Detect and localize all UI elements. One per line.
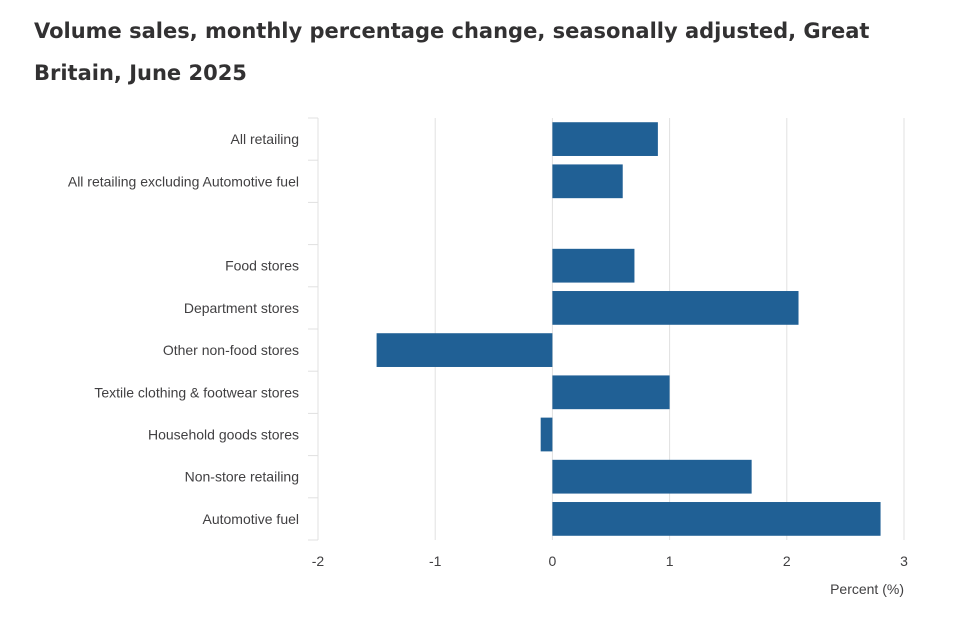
x-tick-label: 3	[900, 553, 908, 569]
category-label: Non-store retailing	[185, 469, 299, 485]
category-label: Other non-food stores	[163, 342, 299, 358]
x-tick-label: 2	[783, 553, 791, 569]
category-label: Textile clothing & footwear stores	[94, 384, 299, 400]
value-axis: -2 -1 0 1 2 3	[312, 553, 908, 569]
category-label: Department stores	[184, 300, 299, 316]
x-tick-label: 1	[666, 553, 674, 569]
category-label: Household goods stores	[148, 427, 299, 443]
x-axis-title: Percent (%)	[830, 581, 904, 597]
x-tick-label: 0	[549, 553, 557, 569]
category-label: Food stores	[225, 258, 299, 274]
bar	[552, 375, 670, 410]
bar	[552, 248, 635, 283]
category-axis: All retailing All retailing excluding Aut…	[68, 117, 319, 541]
bar	[552, 122, 658, 156]
bar	[540, 417, 553, 452]
bar	[376, 333, 553, 367]
bar	[552, 164, 623, 199]
bar	[552, 502, 881, 536]
bar	[552, 459, 752, 494]
chart-title: Volume sales, monthly percentage change,…	[34, 19, 870, 85]
category-label: All retailing excluding Automotive fuel	[68, 173, 299, 189]
bars	[376, 122, 881, 536]
bar	[552, 291, 799, 325]
category-label: All retailing	[231, 131, 299, 147]
category-label: Automotive fuel	[203, 511, 300, 527]
x-tick-label: -2	[312, 553, 325, 569]
x-tick-label: -1	[429, 553, 442, 569]
